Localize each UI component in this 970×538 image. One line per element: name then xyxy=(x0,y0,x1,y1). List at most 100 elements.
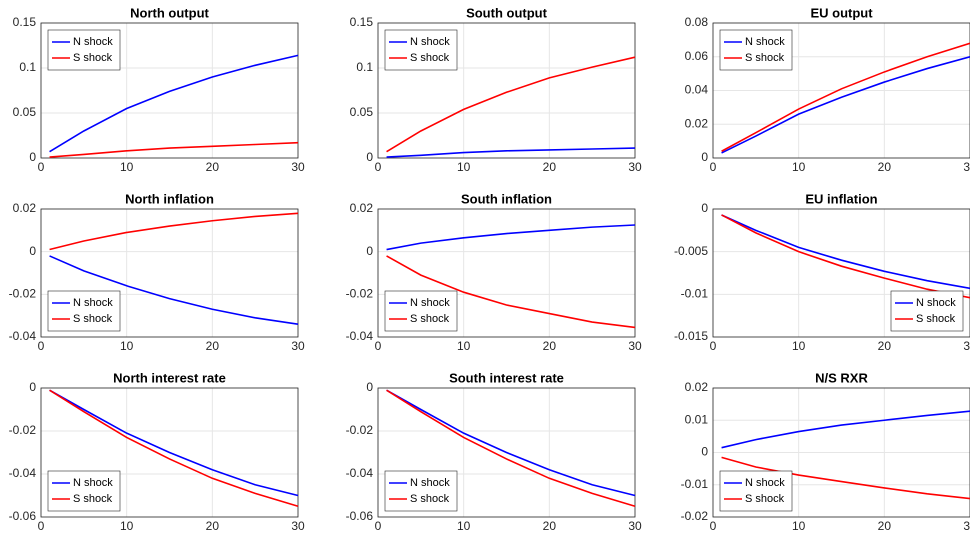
x-tick-label: 30 xyxy=(291,339,305,353)
series-line xyxy=(49,141,299,158)
y-tick-label: 0.02 xyxy=(685,380,709,394)
y-tick-label: 0.1 xyxy=(356,60,373,74)
y-tick-label: 0.02 xyxy=(13,201,37,215)
y-tick-label: -0.06 xyxy=(346,509,374,523)
x-tick-label: 0 xyxy=(38,339,45,353)
x-tick-label: 10 xyxy=(120,339,134,353)
y-tick-label: 0.08 xyxy=(685,15,709,29)
legend-label: S shock xyxy=(73,52,113,64)
x-tick-label: 10 xyxy=(457,160,471,174)
y-tick-label: -0.02 xyxy=(681,509,709,523)
y-tick-label: -0.04 xyxy=(9,329,37,343)
x-tick-label: 20 xyxy=(543,519,557,533)
x-tick-label: 10 xyxy=(457,339,471,353)
legend-box xyxy=(890,290,964,332)
series-line xyxy=(721,456,970,500)
y-tick-label: 0 xyxy=(701,201,708,215)
legend-label: N shock xyxy=(916,297,956,309)
x-tick-label: 10 xyxy=(120,519,134,533)
legend-box xyxy=(47,470,121,512)
y-tick-label: 0 xyxy=(29,150,36,164)
axes-box xyxy=(40,208,299,338)
y-tick-label: 0.04 xyxy=(685,83,709,97)
x-tick-label: 0 xyxy=(375,519,382,533)
series-line xyxy=(386,56,636,153)
y-tick-label: -0.04 xyxy=(346,466,374,480)
legend-label: N shock xyxy=(745,477,785,489)
x-tick-label: 10 xyxy=(120,160,134,174)
legend-label: S shock xyxy=(745,493,785,505)
y-tick-label: 0.01 xyxy=(685,412,709,426)
legend-label: N shock xyxy=(745,36,785,48)
legend-label: N shock xyxy=(73,477,113,489)
y-tick-label: 0 xyxy=(366,244,373,258)
legend-label: S shock xyxy=(410,313,450,325)
chart-title: N/S RXR xyxy=(815,370,868,385)
legend-box xyxy=(384,290,458,332)
y-tick-label: 0.06 xyxy=(685,49,709,63)
x-tick-label: 30 xyxy=(628,519,642,533)
series-line xyxy=(49,389,299,508)
legend-label: S shock xyxy=(73,313,113,325)
x-tick-label: 20 xyxy=(206,160,220,174)
x-tick-label: 20 xyxy=(878,519,892,533)
x-tick-label: 0 xyxy=(375,339,382,353)
series-line xyxy=(49,255,299,325)
chart-title: South inflation xyxy=(461,191,552,206)
x-tick-label: 30 xyxy=(963,519,970,533)
y-tick-label: -0.04 xyxy=(9,466,37,480)
legend-box xyxy=(719,470,793,512)
x-tick-label: 0 xyxy=(710,339,717,353)
x-tick-label: 30 xyxy=(291,160,305,174)
chart-title: North interest rate xyxy=(113,370,226,385)
chart-title: South interest rate xyxy=(449,370,564,385)
axes-box xyxy=(712,387,970,518)
series-line xyxy=(721,214,970,290)
y-tick-label: 0 xyxy=(29,380,36,394)
axes-box xyxy=(712,208,970,338)
legend-box xyxy=(719,29,793,71)
legend-label: N shock xyxy=(410,477,450,489)
y-tick-label: 0.15 xyxy=(13,15,37,29)
axes-box xyxy=(40,22,299,159)
series-line xyxy=(721,410,970,449)
legend-label: N shock xyxy=(410,297,450,309)
y-tick-label: 0 xyxy=(366,150,373,164)
y-tick-label: -0.005 xyxy=(674,244,708,258)
y-tick-label: -0.02 xyxy=(346,423,374,437)
y-tick-label: -0.04 xyxy=(346,329,374,343)
y-tick-label: 0 xyxy=(366,380,373,394)
legend-label: S shock xyxy=(745,52,785,64)
series-line xyxy=(386,224,636,251)
series-line xyxy=(721,42,970,152)
legend-label: S shock xyxy=(916,313,956,325)
legend-label: N shock xyxy=(410,36,450,48)
legend-label: N shock xyxy=(73,36,113,48)
y-tick-label: -0.015 xyxy=(674,329,708,343)
series-line xyxy=(386,255,636,329)
series-line xyxy=(49,54,299,153)
y-tick-label: 0.1 xyxy=(19,60,36,74)
y-tick-label: -0.02 xyxy=(346,287,374,301)
series-line xyxy=(721,214,970,299)
y-tick-label: -0.01 xyxy=(681,477,709,491)
y-tick-label: -0.02 xyxy=(9,287,37,301)
y-tick-label: 0.05 xyxy=(350,105,374,119)
x-tick-label: 0 xyxy=(38,160,45,174)
legend-label: N shock xyxy=(73,297,113,309)
x-tick-label: 0 xyxy=(38,519,45,533)
axes-box xyxy=(40,387,299,518)
x-tick-label: 10 xyxy=(457,519,471,533)
legend-box xyxy=(47,29,121,71)
y-tick-label: 0 xyxy=(701,445,708,459)
x-tick-label: 30 xyxy=(963,339,970,353)
x-tick-label: 30 xyxy=(628,160,642,174)
x-tick-label: 20 xyxy=(206,519,220,533)
x-tick-label: 20 xyxy=(878,339,892,353)
series-line xyxy=(49,389,299,497)
legend-box xyxy=(384,29,458,71)
x-tick-label: 20 xyxy=(543,160,557,174)
x-tick-label: 0 xyxy=(375,160,382,174)
